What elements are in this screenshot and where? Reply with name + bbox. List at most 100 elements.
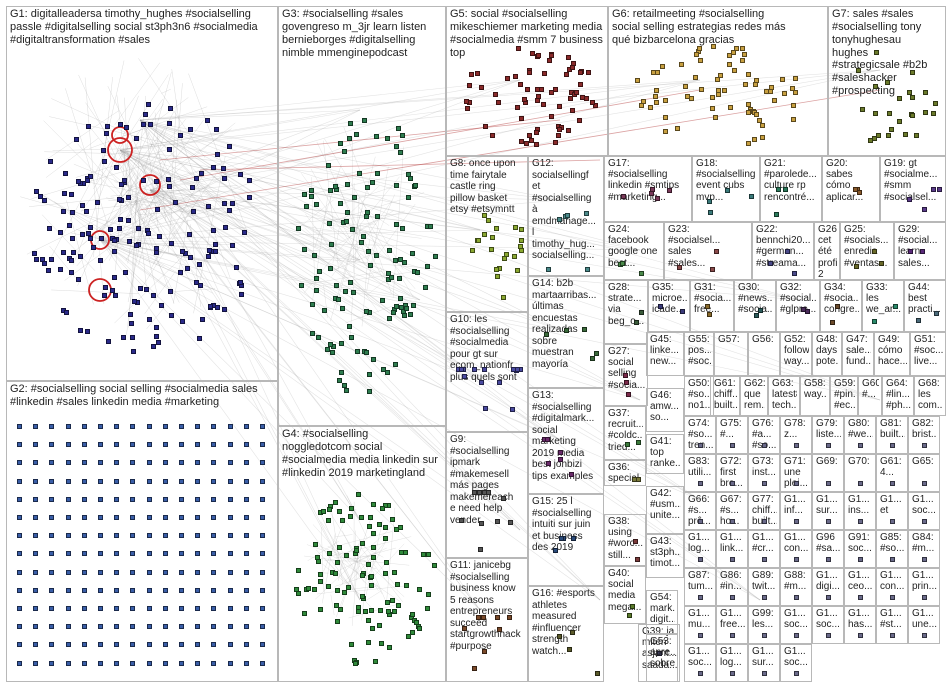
edge <box>349 196 360 336</box>
node <box>76 178 82 184</box>
node <box>49 515 55 520</box>
node <box>337 201 343 207</box>
node <box>354 547 360 553</box>
small-group-cell: G1... soc... <box>684 644 716 682</box>
node <box>33 460 39 466</box>
node <box>197 335 203 341</box>
edge <box>139 119 481 611</box>
node <box>872 249 878 255</box>
node <box>243 478 249 484</box>
small-group-cell: G71: une plei... <box>780 454 812 492</box>
node <box>146 230 152 236</box>
node <box>365 185 371 191</box>
node <box>162 533 168 539</box>
node <box>243 587 249 593</box>
edge <box>99 239 561 331</box>
node <box>371 555 377 561</box>
node <box>459 367 465 372</box>
group-label: G14: b2b martaarribas... últimas encuest… <box>532 278 597 370</box>
node <box>116 225 122 231</box>
node <box>577 82 583 88</box>
edge <box>169 99 177 212</box>
edge <box>107 85 141 154</box>
node <box>490 132 496 138</box>
node <box>754 111 760 117</box>
edge <box>70 232 209 262</box>
edge <box>144 273 175 314</box>
node <box>98 624 103 630</box>
node <box>529 51 535 57</box>
node <box>295 226 301 232</box>
node <box>378 608 384 614</box>
edge <box>359 218 379 231</box>
small-group-cell: G1... con... <box>780 530 812 568</box>
group-label: G62: que rem... <box>744 378 765 412</box>
node <box>178 270 184 275</box>
edge <box>135 204 159 299</box>
node <box>730 633 735 638</box>
node <box>481 213 487 219</box>
edge <box>99 79 701 241</box>
group-g23: G23: #socialsel... sales #sales... <box>664 222 752 280</box>
edge <box>305 213 352 278</box>
node <box>417 625 423 631</box>
node <box>243 569 249 575</box>
node <box>333 283 339 289</box>
node <box>359 572 365 578</box>
node <box>698 557 703 562</box>
small-group-cell: G1... log... <box>716 644 748 682</box>
edge <box>357 556 361 573</box>
node <box>243 551 249 557</box>
node <box>512 225 518 230</box>
node <box>65 551 71 557</box>
node <box>730 519 735 524</box>
node <box>859 107 865 113</box>
node <box>432 253 438 259</box>
node <box>583 211 589 216</box>
group-label: G49: cómo hace... <box>878 334 907 368</box>
node <box>516 46 522 52</box>
node <box>826 557 831 562</box>
edge <box>321 220 411 297</box>
node <box>172 200 178 206</box>
node <box>674 126 680 132</box>
edge <box>343 270 419 282</box>
node <box>338 369 344 375</box>
node <box>915 318 921 324</box>
node <box>154 207 160 213</box>
edge <box>118 152 220 194</box>
edge <box>90 127 141 191</box>
edge <box>139 119 361 601</box>
node <box>98 515 103 520</box>
node <box>393 362 399 368</box>
node <box>126 217 132 223</box>
node <box>123 270 129 276</box>
node <box>563 71 569 77</box>
node <box>114 424 120 429</box>
node <box>746 101 752 107</box>
node <box>260 587 265 593</box>
node <box>195 496 201 502</box>
node <box>557 217 563 223</box>
node <box>138 286 144 292</box>
edge <box>124 128 165 180</box>
node <box>375 170 380 176</box>
edge <box>149 189 421 301</box>
node <box>496 100 502 106</box>
edge <box>96 60 125 183</box>
node <box>650 187 656 193</box>
edge <box>31 160 161 199</box>
node <box>98 442 103 448</box>
node <box>759 134 765 140</box>
node <box>762 633 767 638</box>
node <box>94 199 100 205</box>
node <box>467 83 473 89</box>
node <box>130 551 136 557</box>
edge <box>331 502 366 547</box>
node <box>130 442 136 448</box>
group-label: G56: <box>752 334 774 345</box>
group-label: G8: once upon time fairytale castle ring… <box>450 158 516 215</box>
node <box>781 90 787 96</box>
node <box>146 624 152 630</box>
